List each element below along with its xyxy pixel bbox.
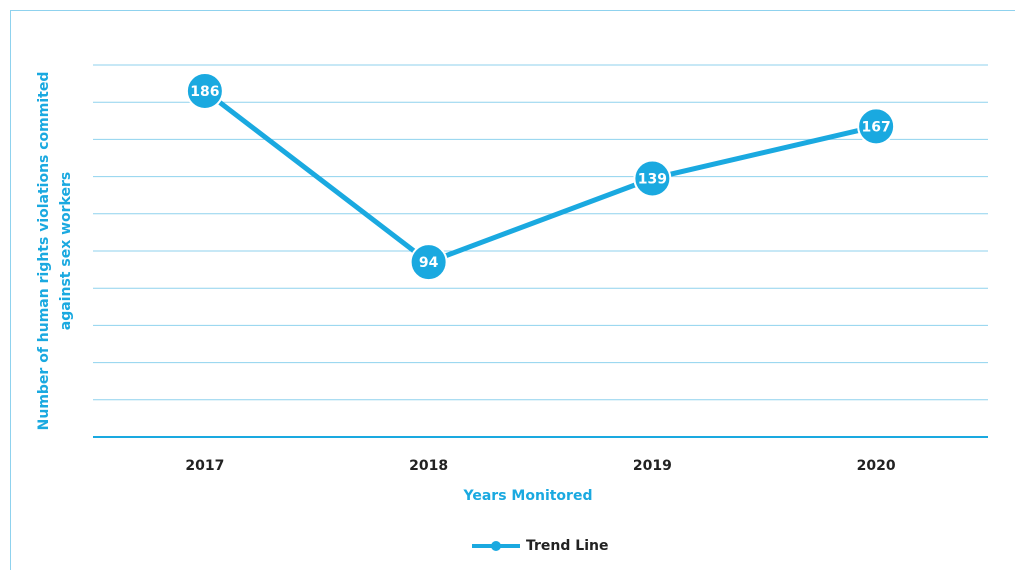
x-tick-label: 2019 bbox=[633, 458, 672, 474]
x-tick-label: 2017 bbox=[185, 458, 224, 474]
trend-line bbox=[203, 89, 877, 265]
y-axis-label: Number of human rights violations commit… bbox=[36, 72, 52, 431]
x-tick-label: 2020 bbox=[857, 458, 896, 474]
point bbox=[857, 107, 896, 146]
point bbox=[185, 72, 224, 111]
frame bbox=[10, 10, 1015, 570]
value-label: 186 bbox=[190, 84, 219, 100]
value-label: 167 bbox=[862, 119, 891, 135]
point bbox=[633, 159, 672, 198]
x-tick-label: 2018 bbox=[409, 458, 448, 474]
legend-label: Trend Line bbox=[526, 538, 608, 554]
y-axis-label: against sex workers bbox=[58, 172, 74, 330]
point bbox=[409, 243, 448, 282]
value-label: 139 bbox=[638, 171, 667, 187]
legend-marker bbox=[491, 541, 501, 551]
value-label: 94 bbox=[419, 255, 439, 271]
x-axis-label: Years Monitored bbox=[463, 488, 593, 504]
